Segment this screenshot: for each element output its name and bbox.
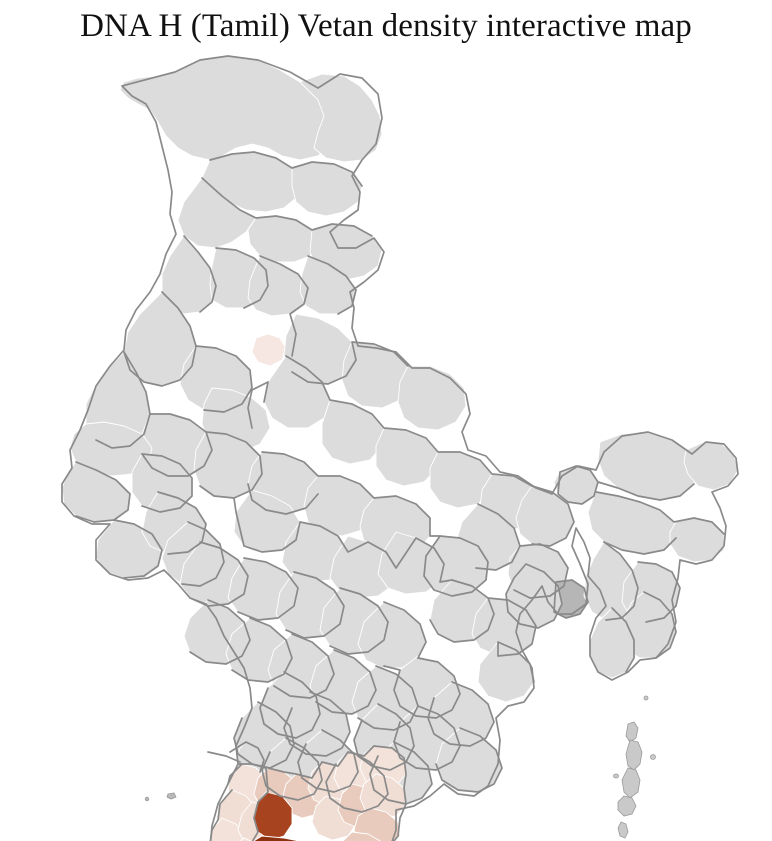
district-highlight-delhi[interactable] [251,333,287,367]
map-canvas[interactable] [0,52,772,841]
lakshadweep-islands [144,792,177,802]
base-landmass [61,55,739,813]
state-boundaries [61,55,739,841]
india-district-map[interactable] [0,52,772,841]
district-tn-pudukkottai[interactable] [338,831,388,841]
page-title: DNA H (Tamil) Vetan density interactive … [80,8,692,44]
district-tn-thanjavur[interactable] [353,807,401,841]
andaman-nicobar-islands [613,695,656,839]
district-kerala-kollam[interactable] [228,837,268,841]
